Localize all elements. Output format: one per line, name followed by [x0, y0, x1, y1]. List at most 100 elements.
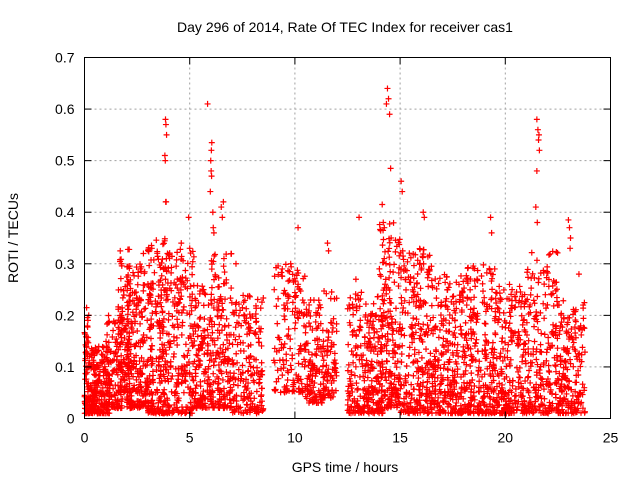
data-point	[410, 288, 417, 295]
data-point	[483, 353, 490, 360]
data-point	[285, 326, 292, 333]
data-point	[247, 372, 254, 379]
data-point	[468, 370, 475, 377]
data-point	[178, 331, 185, 338]
data-point	[195, 324, 202, 331]
data-point	[535, 387, 542, 394]
data-point	[423, 346, 430, 353]
data-point	[320, 374, 327, 381]
data-point	[579, 344, 586, 351]
data-point	[426, 409, 433, 416]
data-point	[577, 400, 584, 407]
data-point	[292, 319, 299, 326]
data-point	[533, 309, 540, 316]
data-point	[108, 377, 115, 384]
data-point	[378, 348, 385, 355]
data-point	[307, 296, 314, 303]
data-point	[477, 406, 484, 413]
data-point	[241, 383, 248, 390]
data-point	[486, 401, 493, 408]
data-point	[91, 380, 98, 387]
data-point	[460, 278, 467, 285]
data-point	[285, 278, 292, 285]
y-tick-label: 0	[67, 411, 75, 427]
data-point	[459, 288, 466, 295]
data-point	[129, 309, 136, 316]
data-point	[160, 399, 167, 406]
data-point	[428, 263, 435, 270]
data-point	[389, 337, 396, 344]
data-point	[235, 405, 242, 412]
data-point	[129, 320, 136, 327]
data-point	[376, 335, 383, 342]
data-point	[519, 293, 526, 300]
data-point	[371, 343, 378, 350]
data-point	[364, 317, 371, 324]
data-point	[171, 302, 178, 309]
data-point	[577, 363, 584, 370]
data-point	[548, 291, 555, 298]
data-point	[390, 219, 397, 226]
data-point	[399, 401, 406, 408]
data-point	[174, 249, 181, 256]
data-point	[552, 379, 559, 386]
data-point	[353, 351, 360, 358]
data-point	[313, 399, 320, 406]
data-point	[308, 365, 315, 372]
data-point	[168, 287, 175, 294]
data-point	[271, 359, 278, 366]
data-point	[527, 309, 534, 316]
data-point	[570, 400, 577, 407]
data-point	[394, 358, 401, 365]
data-point	[446, 311, 453, 318]
data-point	[489, 271, 496, 278]
data-point	[136, 389, 143, 396]
data-point	[482, 342, 489, 349]
data-point	[419, 253, 426, 260]
data-point	[383, 377, 390, 384]
data-point	[124, 362, 131, 369]
data-point	[147, 321, 154, 328]
data-point	[413, 280, 420, 287]
data-point	[147, 284, 154, 291]
data-point	[99, 384, 106, 391]
data-point	[512, 293, 519, 300]
data-point	[105, 339, 112, 346]
data-point	[208, 139, 215, 146]
data-point	[162, 276, 169, 283]
data-point	[528, 249, 535, 256]
data-point	[363, 398, 370, 405]
data-point	[567, 245, 574, 252]
data-point	[466, 382, 473, 389]
data-point	[287, 260, 294, 267]
data-point	[367, 361, 374, 368]
data-point	[449, 390, 456, 397]
data-point	[420, 260, 427, 267]
data-point	[158, 303, 165, 310]
data-point	[240, 389, 247, 396]
data-point	[472, 339, 479, 346]
data-point	[120, 326, 127, 333]
data-point	[312, 318, 319, 325]
data-point	[580, 324, 587, 331]
data-point	[540, 267, 547, 274]
data-point	[538, 401, 545, 408]
data-point	[531, 338, 538, 345]
data-point	[241, 297, 248, 304]
data-point	[257, 399, 264, 406]
data-point	[94, 364, 101, 371]
data-point	[120, 287, 127, 294]
data-point	[220, 385, 227, 392]
data-point	[383, 100, 390, 107]
data-point	[299, 361, 306, 368]
data-point	[94, 377, 101, 384]
data-point	[499, 389, 506, 396]
data-point	[407, 279, 414, 286]
data-point	[286, 268, 293, 275]
data-point	[182, 367, 189, 374]
data-point	[461, 348, 468, 355]
data-point	[84, 338, 91, 345]
data-point	[536, 367, 543, 374]
data-point	[162, 157, 169, 164]
data-point	[320, 357, 327, 364]
